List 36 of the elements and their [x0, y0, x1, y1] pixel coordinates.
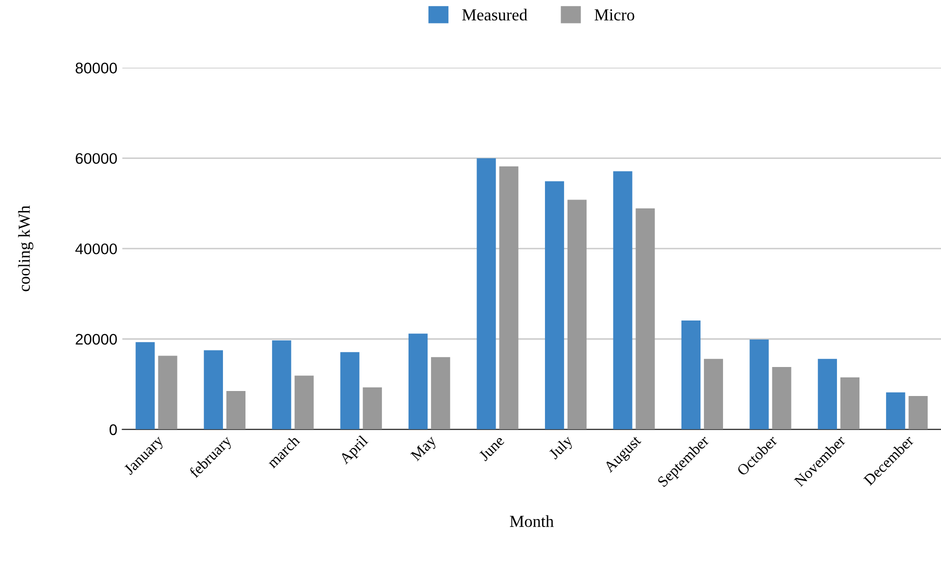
bar: [136, 342, 155, 430]
x-axis-title: Month: [510, 515, 554, 527]
bar: [772, 367, 792, 430]
bar: [294, 376, 314, 430]
bar: [818, 358, 837, 430]
bar: [499, 166, 518, 430]
bar: [636, 208, 655, 430]
bar: [750, 339, 769, 430]
bar: [613, 171, 632, 430]
y-tick-label: 60000: [76, 153, 117, 164]
bar: [476, 158, 496, 430]
bar: [840, 377, 860, 430]
bar: [681, 320, 701, 430]
x-tick-label: July: [548, 434, 576, 462]
y-tick-label: 20000: [76, 334, 117, 345]
bar: [544, 181, 564, 430]
bar: [431, 357, 450, 430]
bar: [704, 358, 724, 430]
bar: [567, 200, 587, 430]
bar: [908, 396, 928, 430]
bar: [204, 350, 223, 430]
bar: [340, 352, 360, 430]
x-tick-label: May: [410, 434, 440, 464]
y-tick-label: 40000: [75, 243, 117, 254]
y-axis-title: cooling kWh: [18, 206, 34, 292]
legend-label: Micro: [594, 9, 634, 20]
bar: [272, 340, 292, 430]
bar: [886, 392, 906, 430]
bar: [408, 334, 428, 430]
y-tick-label: 80000: [76, 62, 117, 74]
bar: [158, 356, 178, 430]
bar: [226, 390, 246, 430]
legend-label: Measured: [462, 8, 528, 20]
y-tick-label: 0: [110, 424, 117, 436]
x-tick-label: June: [478, 435, 505, 462]
bar: [362, 387, 382, 430]
